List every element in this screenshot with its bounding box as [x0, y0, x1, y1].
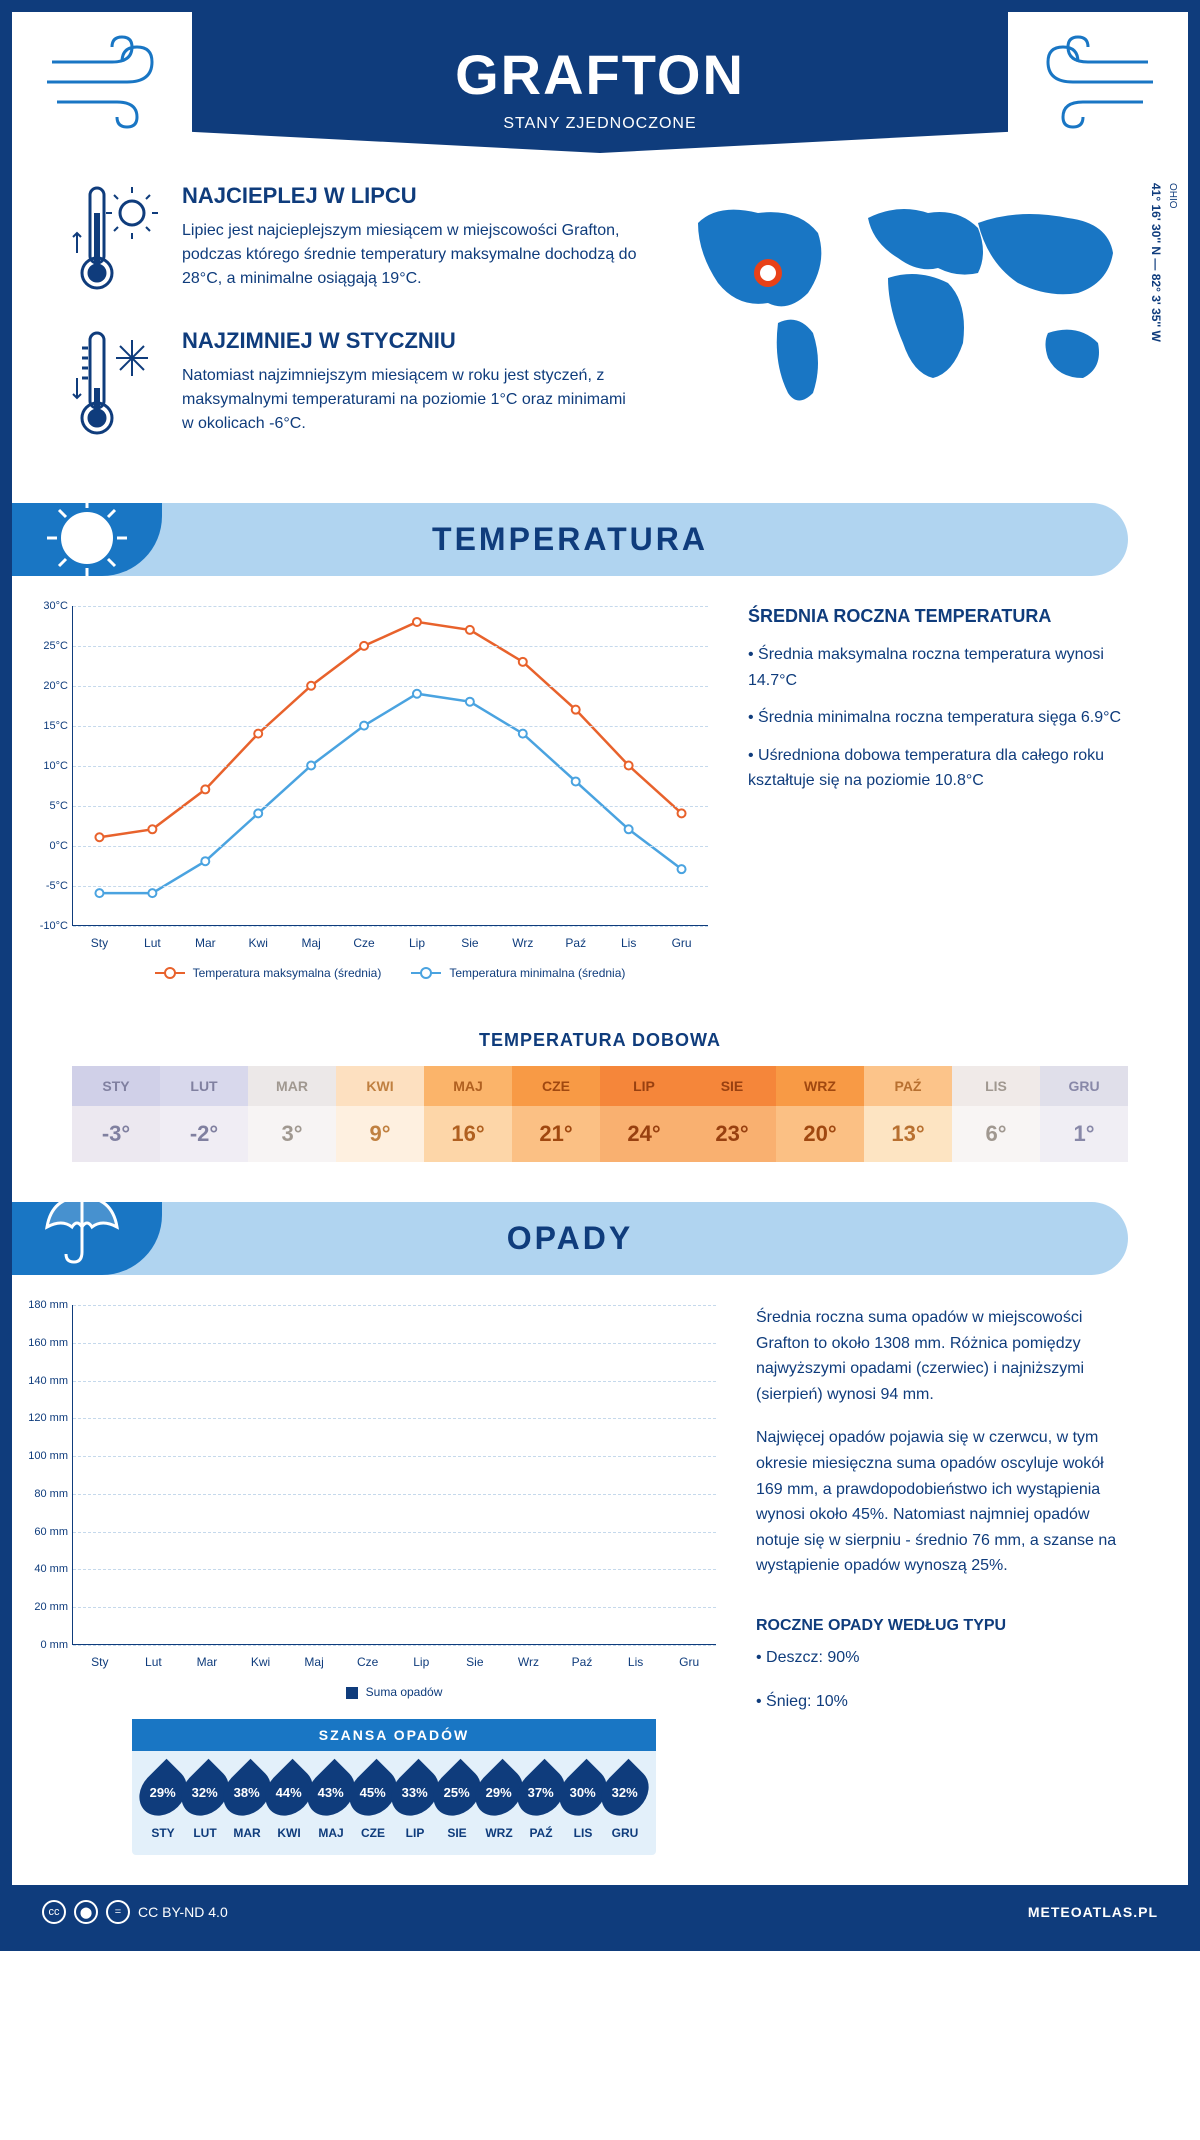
temp-legend: Temperatura maksymalna (średnia) Tempera… [72, 966, 708, 980]
license-text: CC BY-ND 4.0 [138, 1904, 228, 1920]
thermometer-snow-icon [72, 328, 162, 443]
daily-cell: KWI9° [336, 1066, 424, 1162]
chance-drop: 44%KWI [268, 1766, 310, 1840]
chance-drop: 43%MAJ [310, 1766, 352, 1840]
facts-column: NAJCIEPLEJ W LIPCU Lipiec jest najcieple… [72, 183, 638, 473]
precip-type-rain: • Deszcz: 90% [756, 1645, 1128, 1671]
header-banner: GRAFTON STANY ZJEDNOCZONE [192, 12, 1008, 153]
wind-icon [1028, 32, 1158, 132]
fact-cold-text: NAJZIMNIEJ W STYCZNIU Natomiast najzimni… [182, 328, 638, 443]
daily-cell: CZE21° [512, 1066, 600, 1162]
thermometer-sun-icon [72, 183, 162, 298]
daily-cell: GRU1° [1040, 1066, 1128, 1162]
precip-type-box: ROCZNE OPADY WEDŁUG TYPU • Deszcz: 90% •… [756, 1597, 1128, 1714]
precip-para-2: Najwięcej opadów pojawia się w czerwcu, … [756, 1425, 1128, 1579]
chance-drop: 45%CZE [352, 1766, 394, 1840]
wind-icon [42, 32, 172, 132]
fact-warm-text: NAJCIEPLEJ W LIPCU Lipiec jest najcieple… [182, 183, 638, 298]
precip-left: Opady 0 mm20 mm40 mm60 mm80 mm100 mm120 … [72, 1305, 716, 1885]
daily-cell: LIP24° [600, 1066, 688, 1162]
chance-drop: 38%MAR [226, 1766, 268, 1840]
legend-min: Temperatura minimalna (średnia) [411, 966, 625, 980]
precip-para-1: Średnia roczna suma opadów w miejscowośc… [756, 1305, 1128, 1407]
map-svg [668, 183, 1128, 423]
daily-title: TEMPERATURA DOBOWA [12, 1030, 1188, 1051]
legend-max: Temperatura maksymalna (średnia) [155, 966, 382, 980]
temp-bullet-2: • Uśredniona dobowa temperatura dla całe… [748, 743, 1128, 794]
country-subtitle: STANY ZJEDNOCZONE [192, 115, 1008, 133]
precip-section-header: OPADY [12, 1202, 1128, 1275]
temperature-section-header: TEMPERATURA [12, 503, 1128, 576]
by-icon: ⬤ [74, 1900, 98, 1924]
fact-cold: NAJZIMNIEJ W STYCZNIU Natomiast najzimni… [72, 328, 638, 443]
precip-chart: Opady 0 mm20 mm40 mm60 mm80 mm100 mm120 … [72, 1305, 716, 1699]
chance-drop: 25%SIE [436, 1766, 478, 1840]
location-marker [757, 262, 779, 284]
footer: cc ⬤ = CC BY-ND 4.0 METEOATLAS.PL [12, 1885, 1188, 1939]
nd-icon: = [106, 1900, 130, 1924]
fact-warm-body: Lipiec jest najcieplejszym miesiącem w m… [182, 219, 638, 291]
temperature-title: TEMPERATURA [432, 521, 708, 557]
page: GRAFTON STANY ZJEDNOCZONE NAJCIEPLEJ W L… [0, 0, 1200, 1951]
precip-type-snow: • Śnieg: 10% [756, 1689, 1128, 1715]
chance-drop: 32%GRU [604, 1766, 646, 1840]
temp-info: ŚREDNIA ROCZNA TEMPERATURA • Średnia mak… [748, 606, 1128, 980]
daily-temp-table: STY-3°LUT-2°MAR3°KWI9°MAJ16°CZE21°LIP24°… [72, 1066, 1128, 1162]
chance-drop: 37%PAŹ [520, 1766, 562, 1840]
coordinates-label: 41° 16' 30'' N — 82° 3' 35'' W [1149, 183, 1163, 342]
precip-type-title: ROCZNE OPADY WEDŁUG TYPU [756, 1617, 1128, 1635]
top-row: NAJCIEPLEJ W LIPCU Lipiec jest najcieple… [12, 183, 1188, 503]
region-label: OHIO [1167, 183, 1178, 209]
daily-cell: SIE23° [688, 1066, 776, 1162]
fact-cold-body: Natomiast najzimniejszym miesiącem w rok… [182, 364, 638, 436]
fact-warm-title: NAJCIEPLEJ W LIPCU [182, 183, 638, 209]
temp-info-title: ŚREDNIA ROCZNA TEMPERATURA [748, 606, 1128, 627]
temperature-chart-row: Temperatura -10°C-5°C0°C5°C10°C15°C20°C2… [12, 606, 1188, 1010]
umbrella-icon [42, 1187, 122, 1267]
daily-cell: WRZ20° [776, 1066, 864, 1162]
chance-drop: 32%LUT [184, 1766, 226, 1840]
precip-row: Opady 0 mm20 mm40 mm60 mm80 mm100 mm120 … [12, 1305, 1188, 1885]
temp-bullet-1: • Średnia minimalna roczna temperatura s… [748, 705, 1128, 731]
chance-drop: 29%WRZ [478, 1766, 520, 1840]
daily-cell: STY-3° [72, 1066, 160, 1162]
daily-cell: LIS6° [952, 1066, 1040, 1162]
chance-drop: 33%LIP [394, 1766, 436, 1840]
temp-bullet-0: • Średnia maksymalna roczna temperatura … [748, 642, 1128, 693]
world-map: 41° 16' 30'' N — 82° 3' 35'' W OHIO [668, 183, 1128, 473]
chance-drop: 30%LIS [562, 1766, 604, 1840]
precip-info: Średnia roczna suma opadów w miejscowośc… [756, 1305, 1128, 1885]
chance-box: SZANSA OPADÓW 29%STY32%LUT38%MAR44%KWI43… [132, 1719, 656, 1855]
daily-cell: MAR3° [248, 1066, 336, 1162]
city-title: GRAFTON [192, 42, 1008, 107]
daily-cell: LUT-2° [160, 1066, 248, 1162]
daily-cell: PAŹ13° [864, 1066, 952, 1162]
sun-icon [42, 493, 132, 583]
precip-legend: Suma opadów [72, 1685, 716, 1699]
license-block: cc ⬤ = CC BY-ND 4.0 [42, 1900, 228, 1924]
header-wrap: GRAFTON STANY ZJEDNOCZONE [12, 12, 1188, 153]
fact-cold-title: NAJZIMNIEJ W STYCZNIU [182, 328, 638, 354]
temperature-chart: Temperatura -10°C-5°C0°C5°C10°C15°C20°C2… [72, 606, 708, 980]
daily-cell: MAJ16° [424, 1066, 512, 1162]
chance-drop: 29%STY [142, 1766, 184, 1840]
precip-title: OPADY [507, 1220, 633, 1256]
fact-warm: NAJCIEPLEJ W LIPCU Lipiec jest najcieple… [72, 183, 638, 298]
cc-icon: cc [42, 1900, 66, 1924]
chance-title: SZANSA OPADÓW [132, 1719, 656, 1751]
site-name: METEOATLAS.PL [1028, 1904, 1158, 1920]
